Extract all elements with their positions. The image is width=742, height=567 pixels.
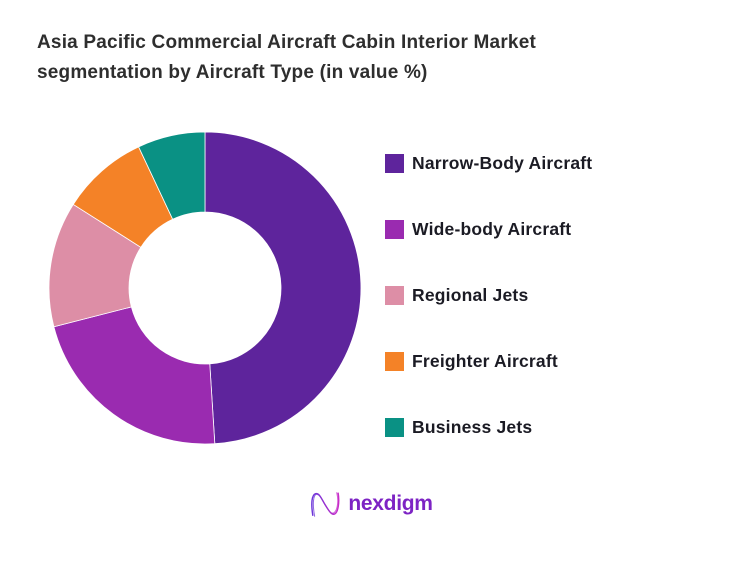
- donut-slice-narrow-body-aircraft: [204, 131, 362, 445]
- legend-item-wide-body-aircraft: Wide-body Aircraft: [385, 219, 592, 240]
- donut-slice-wide-body-aircraft: [53, 306, 216, 445]
- legend-swatch-icon: [385, 286, 404, 305]
- legend-label: Regional Jets: [412, 285, 529, 305]
- legend-item-narrow-body-aircraft: Narrow-Body Aircraft: [385, 153, 592, 174]
- legend-swatch-icon: [385, 352, 404, 371]
- donut-chart: [48, 131, 362, 445]
- nexdigm-logo-icon: [311, 492, 340, 517]
- legend-swatch-icon: [385, 220, 404, 239]
- legend-label: Freighter Aircraft: [412, 351, 558, 371]
- legend-label: Narrow-Body Aircraft: [412, 153, 593, 173]
- nexdigm-logo-text: nexdigm: [348, 492, 433, 515]
- legend-item-regional-jets: Regional Jets: [385, 285, 592, 306]
- legend-label: Wide-body Aircraft: [412, 219, 572, 239]
- legend-swatch-icon: [385, 418, 404, 437]
- chart-legend: Narrow-Body Aircraft Wide-body Aircraft …: [385, 153, 592, 438]
- chart-title: Asia Pacific Commercial Aircraft Cabin I…: [37, 28, 717, 88]
- chart-title-line1: Asia Pacific Commercial Aircraft Cabin I…: [37, 32, 536, 53]
- donut-slice-business-jets: [138, 131, 206, 220]
- legend-item-business-jets: Business Jets: [385, 417, 592, 438]
- brand-footer: nexdigm: [0, 488, 742, 520]
- legend-label: Business Jets: [412, 417, 533, 437]
- legend-item-freighter-aircraft: Freighter Aircraft: [385, 351, 592, 372]
- chart-title-line2: segmentation by Aircraft Type (in value …: [37, 62, 428, 83]
- legend-swatch-icon: [385, 154, 404, 173]
